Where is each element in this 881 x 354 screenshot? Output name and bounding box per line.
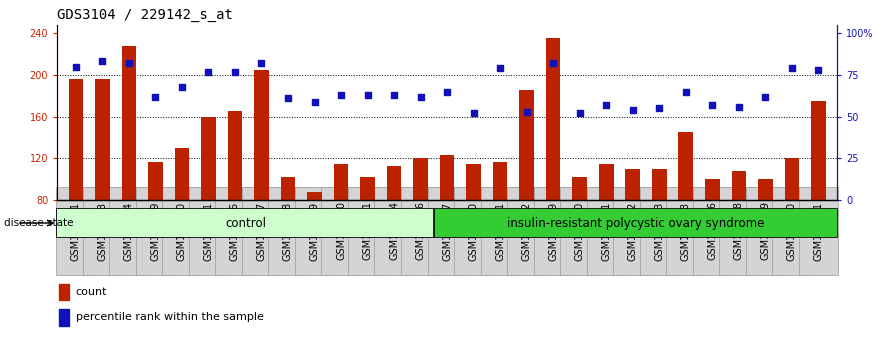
Point <box>360 92 374 98</box>
Bar <box>60 309 69 326</box>
Bar <box>255 70 269 284</box>
Bar <box>492 162 507 284</box>
Bar <box>122 46 137 284</box>
Point <box>706 102 720 108</box>
Point <box>652 105 666 111</box>
Point <box>467 110 481 116</box>
Bar <box>60 284 69 300</box>
Point <box>678 89 692 95</box>
Bar <box>433 209 837 237</box>
Bar <box>387 166 402 284</box>
Bar <box>573 177 587 284</box>
Bar <box>95 79 109 284</box>
Bar <box>307 192 322 284</box>
Bar <box>334 164 348 284</box>
Bar <box>705 179 720 284</box>
Point <box>440 89 455 95</box>
Point <box>69 64 83 69</box>
Bar <box>626 169 640 284</box>
Point <box>387 92 401 98</box>
Bar <box>678 132 693 284</box>
Point <box>785 65 799 71</box>
Point <box>307 99 322 104</box>
Bar <box>652 169 667 284</box>
Point <box>174 84 189 89</box>
Point <box>334 92 348 98</box>
Point <box>228 69 242 74</box>
Point <box>95 59 109 64</box>
Point <box>281 95 295 101</box>
Bar <box>758 179 773 284</box>
Point <box>413 94 427 99</box>
Bar <box>174 148 189 284</box>
Text: control: control <box>225 217 266 229</box>
Text: insulin-resistant polycystic ovary syndrome: insulin-resistant polycystic ovary syndr… <box>507 217 764 229</box>
Bar <box>148 162 163 284</box>
Bar <box>785 158 799 284</box>
Bar <box>69 79 83 284</box>
Point <box>202 69 216 74</box>
Bar <box>599 164 613 284</box>
Point <box>732 104 746 109</box>
Bar <box>440 155 455 284</box>
Bar <box>466 164 481 284</box>
Bar <box>731 171 746 284</box>
Bar <box>281 177 295 284</box>
Text: GDS3104 / 229142_s_at: GDS3104 / 229142_s_at <box>57 8 233 22</box>
Point <box>573 110 587 116</box>
Point <box>148 94 162 99</box>
Bar <box>546 38 560 284</box>
Point <box>255 60 269 66</box>
Point <box>811 67 825 73</box>
Bar <box>57 209 433 237</box>
Text: disease state: disease state <box>4 218 74 228</box>
Bar <box>520 91 534 284</box>
Text: count: count <box>76 287 107 297</box>
Point <box>546 60 560 66</box>
Point <box>493 65 507 71</box>
Point <box>626 107 640 113</box>
Point <box>122 60 136 66</box>
Bar <box>227 112 242 284</box>
Bar <box>413 158 428 284</box>
Bar <box>360 177 374 284</box>
Bar <box>811 101 825 284</box>
Point <box>520 109 534 114</box>
Point <box>599 102 613 108</box>
Point <box>759 94 773 99</box>
Bar <box>201 116 216 284</box>
Text: percentile rank within the sample: percentile rank within the sample <box>76 312 263 322</box>
